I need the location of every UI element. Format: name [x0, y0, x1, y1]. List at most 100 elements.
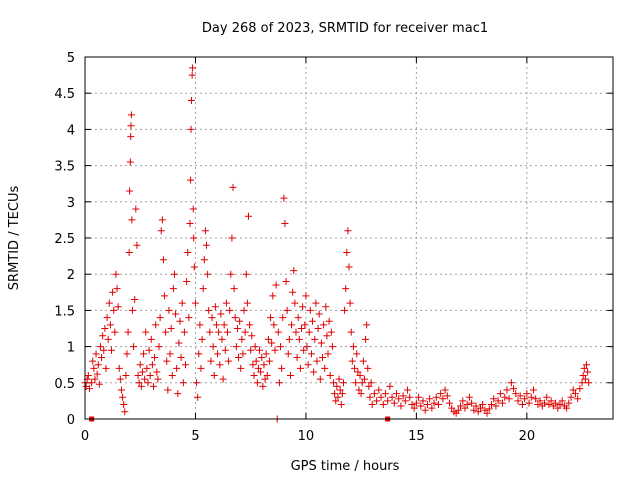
data-point: [305, 328, 313, 336]
data-point: [142, 328, 150, 336]
data-point: [212, 321, 220, 329]
data-point: [354, 368, 362, 376]
data-point: [434, 401, 442, 409]
data-point: [567, 393, 575, 401]
data-point: [574, 395, 582, 403]
data-point: [172, 310, 180, 318]
data-point: [187, 125, 195, 133]
data-point: [428, 404, 436, 412]
data-point: [355, 386, 363, 394]
y-axis-title: SRMTID / TECUs: [7, 186, 22, 291]
data-point: [233, 325, 241, 332]
data-point: [341, 306, 349, 314]
data-point: [465, 393, 473, 401]
data-point: [310, 368, 318, 376]
data-point: [268, 339, 276, 347]
data-point: [169, 285, 177, 293]
y-tick-label: 0: [67, 413, 75, 428]
data-point: [263, 372, 271, 380]
data-point: [377, 393, 385, 401]
data-point: [474, 408, 482, 416]
data-point: [225, 357, 233, 365]
data-point: [441, 386, 449, 394]
data-point: [222, 299, 230, 307]
data-point: [313, 357, 321, 365]
data-point: [220, 321, 228, 329]
data-point: [217, 310, 225, 318]
data-point: [375, 386, 383, 394]
data-point: [368, 401, 376, 409]
data-point: [316, 375, 324, 383]
data-point: [120, 401, 128, 409]
data-point: [275, 379, 283, 387]
data-point: [499, 399, 507, 407]
data-point: [226, 306, 234, 314]
data-point: [205, 306, 213, 314]
data-point: [283, 306, 291, 314]
data-point: [459, 397, 467, 405]
data-point: [201, 227, 209, 235]
data-point: [187, 96, 195, 104]
data-point: [89, 357, 97, 365]
data-point: [198, 335, 206, 343]
data-point: [569, 386, 577, 394]
data-point: [392, 390, 400, 398]
data-point: [300, 346, 308, 354]
data-point: [381, 390, 389, 398]
data-point: [204, 270, 212, 278]
data-point: [485, 405, 493, 413]
data-point: [362, 335, 370, 343]
data-point: [90, 364, 98, 372]
data-point: [390, 399, 398, 407]
data-point: [584, 368, 592, 376]
data-point: [110, 306, 118, 314]
data-point: [104, 335, 112, 343]
data-point: [242, 270, 250, 278]
data-point: [200, 256, 208, 264]
data-point: [231, 314, 239, 322]
data-point: [430, 399, 438, 407]
data-point: [269, 292, 277, 300]
data-point: [229, 183, 237, 191]
data-point: [211, 303, 219, 311]
data-point: [365, 382, 373, 390]
data-point: [131, 296, 139, 304]
data-point: [238, 335, 246, 343]
data-point: [183, 277, 191, 285]
data-point: [523, 390, 531, 398]
data-point: [270, 321, 278, 329]
data-point: [145, 346, 153, 354]
data-point: [545, 401, 553, 409]
data-point: [126, 158, 134, 166]
data-point: [364, 364, 372, 372]
data-point: [147, 335, 155, 343]
data-point: [167, 325, 175, 332]
x-axis-title: GPS time / hours: [291, 459, 400, 474]
data-point: [496, 390, 504, 398]
data-point: [312, 299, 320, 307]
data-point: [339, 379, 347, 387]
data-point: [133, 241, 141, 249]
data-point: [232, 343, 240, 351]
data-point: [302, 292, 310, 300]
data-point: [92, 350, 100, 358]
data-point: [388, 393, 396, 401]
data-point: [348, 357, 356, 365]
data-point: [146, 372, 154, 380]
data-point: [141, 375, 149, 383]
x-tick-label: 5: [191, 429, 199, 444]
data-point: [214, 350, 222, 358]
data-point: [155, 343, 163, 351]
data-point: [260, 361, 268, 369]
data-point: [102, 364, 110, 372]
data-point: [507, 379, 515, 387]
data-point: [399, 392, 407, 400]
data-point: [221, 346, 229, 354]
data-point: [184, 248, 192, 256]
data-point: [578, 379, 586, 387]
data-point: [317, 339, 325, 347]
y-tick-label: 1.5: [54, 304, 75, 319]
data-point: [309, 317, 317, 325]
data-point: [343, 248, 351, 256]
